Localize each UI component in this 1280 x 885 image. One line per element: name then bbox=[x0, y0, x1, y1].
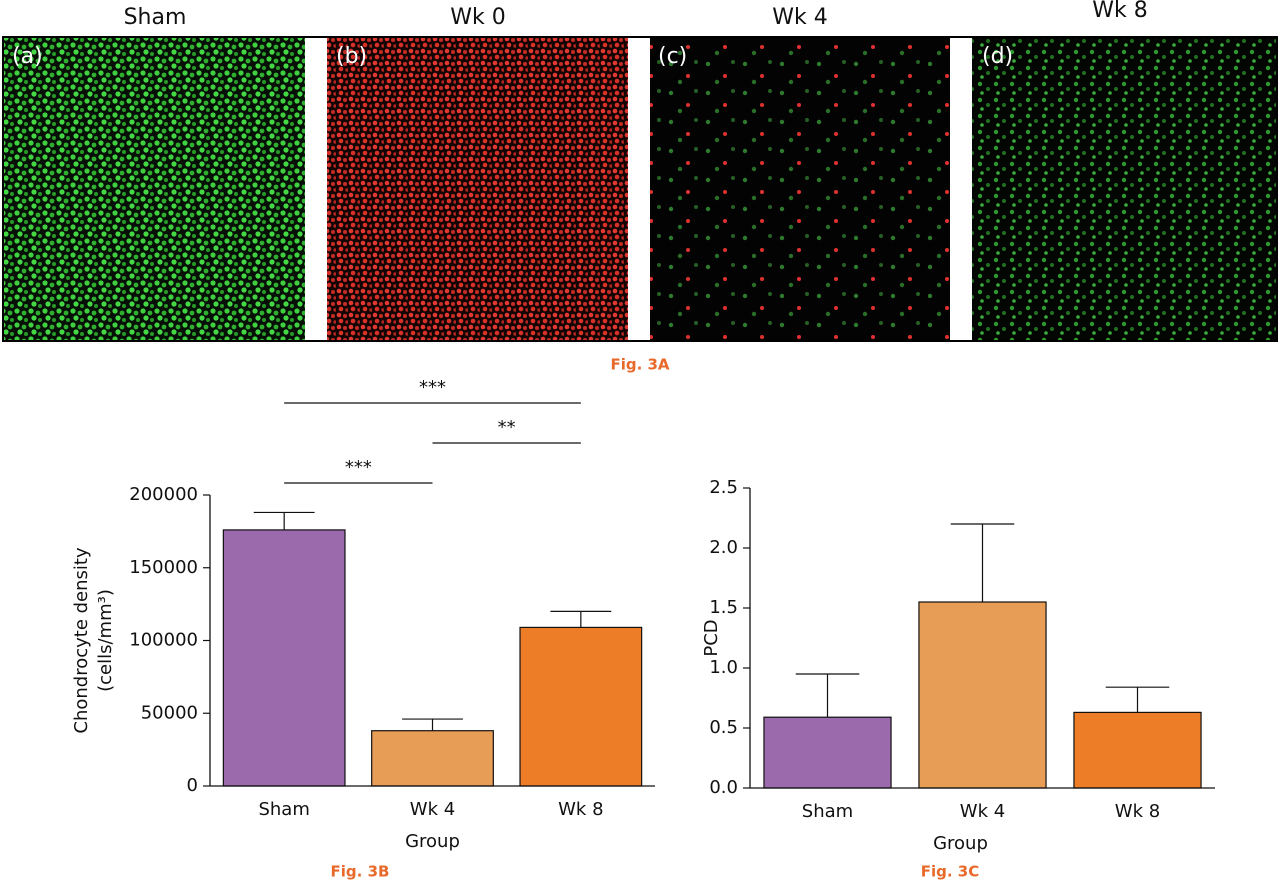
bar bbox=[763, 716, 892, 789]
error-bar bbox=[950, 523, 1015, 602]
panel-title: Wk 4 bbox=[772, 5, 827, 30]
bar bbox=[1073, 711, 1202, 789]
panel-label: (d) bbox=[982, 44, 1013, 69]
panel-label: (a) bbox=[12, 44, 43, 69]
x-tick-label: Wk 4 bbox=[960, 801, 1005, 822]
significance-label: *** bbox=[419, 377, 446, 398]
error-bar bbox=[795, 673, 860, 718]
bar bbox=[222, 529, 346, 787]
y-tick-label: 100000 bbox=[129, 630, 198, 651]
y-axis-label: (cells/mm³) bbox=[95, 589, 116, 692]
bar bbox=[519, 626, 643, 787]
x-axis-label: Group bbox=[405, 831, 460, 852]
error-bar bbox=[253, 511, 315, 530]
separator bbox=[305, 38, 327, 340]
separator bbox=[950, 38, 972, 340]
separator bbox=[628, 38, 650, 340]
y-tick-label: 1.5 bbox=[709, 597, 738, 618]
significance-label: ** bbox=[498, 417, 516, 438]
y-tick-label: 2.5 bbox=[709, 477, 738, 498]
chart-caption: Fig. 3C bbox=[921, 863, 980, 881]
y-tick-label: 0.5 bbox=[709, 717, 738, 738]
micrograph bbox=[4, 38, 305, 340]
x-tick-label: Wk 8 bbox=[558, 799, 603, 820]
x-tick-label: Wk 4 bbox=[410, 799, 455, 820]
panel-title: Wk 0 bbox=[450, 5, 505, 30]
error-bar bbox=[1105, 686, 1170, 713]
y-tick-label: 200000 bbox=[129, 484, 198, 505]
y-axis-label: Chondrocyte density bbox=[71, 547, 92, 734]
panel-label: (c) bbox=[658, 44, 687, 69]
x-tick-label: Wk 8 bbox=[1115, 801, 1160, 822]
y-tick-label: 150000 bbox=[129, 557, 198, 578]
y-axis-label: PCD bbox=[701, 619, 722, 656]
bar bbox=[918, 601, 1047, 789]
y-tick-label: 50000 bbox=[141, 702, 198, 723]
y-tick-label: 2.0 bbox=[709, 537, 738, 558]
bar bbox=[371, 730, 494, 787]
micrograph bbox=[972, 38, 1276, 340]
error-bar bbox=[402, 718, 463, 731]
panel-title: Wk 8 bbox=[1092, 0, 1147, 23]
y-tick-label: 1.0 bbox=[709, 657, 738, 678]
chart-caption: Fig. 3B bbox=[331, 863, 390, 881]
y-tick-label: 0 bbox=[187, 775, 198, 796]
x-axis-label: Group bbox=[933, 833, 988, 854]
y-tick-label: 0.0 bbox=[709, 777, 738, 798]
x-tick-label: Sham bbox=[258, 799, 309, 820]
significance-label: *** bbox=[345, 457, 372, 478]
figure-caption: Fig. 3A bbox=[610, 356, 669, 374]
panel-label: (b) bbox=[336, 44, 367, 69]
panel-title: Sham bbox=[124, 5, 187, 30]
x-tick-label: Sham bbox=[802, 801, 853, 822]
micrograph bbox=[650, 38, 950, 340]
error-bar bbox=[550, 610, 612, 628]
micrograph bbox=[327, 38, 628, 340]
